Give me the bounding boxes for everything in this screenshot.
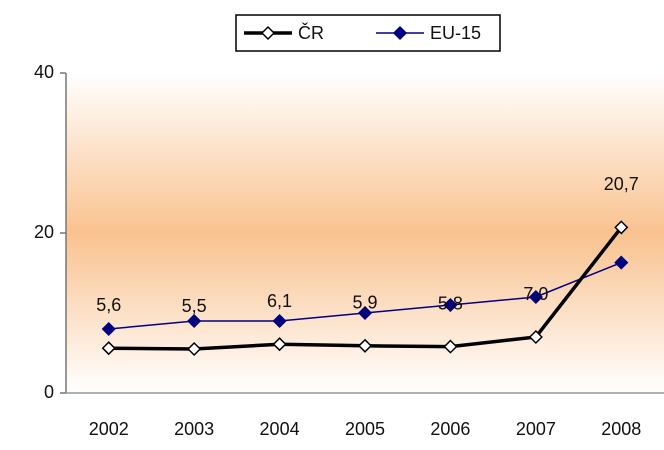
point-marker	[272, 337, 287, 352]
x-tick-label: 2007	[516, 419, 556, 439]
x-tick-label: 2004	[260, 419, 300, 439]
y-tick-label: 40	[34, 62, 54, 82]
point-marker	[357, 305, 373, 321]
legend-marker	[260, 25, 276, 41]
point-marker	[528, 289, 543, 305]
data-label: 6,1	[267, 291, 292, 311]
x-tick-label: 2008	[601, 419, 641, 439]
data-label: 5,5	[182, 296, 207, 316]
legend-label: EU-15	[430, 23, 481, 43]
legend-marker	[392, 25, 408, 41]
x-tick-label: 2005	[345, 419, 385, 439]
point-marker	[528, 329, 543, 345]
data-label: 7,0	[523, 284, 548, 304]
x-tick-label: 2006	[430, 419, 470, 439]
point-marker	[443, 297, 458, 313]
point-marker	[101, 341, 116, 356]
point-marker	[187, 313, 202, 329]
data-label: 20,7	[604, 174, 639, 194]
point-marker	[614, 255, 629, 270]
point-marker	[272, 313, 287, 329]
y-tick-label: 20	[34, 222, 54, 242]
point-marker	[443, 339, 458, 354]
x-tick-label: 2002	[89, 419, 129, 439]
point-marker	[357, 338, 373, 353]
point-marker	[187, 341, 202, 357]
point-marker	[101, 321, 116, 337]
data-label: 5,9	[352, 293, 377, 313]
y-tick-label: 0	[44, 382, 54, 402]
data-label: 5,8	[438, 293, 463, 313]
data-label: 5,6	[96, 295, 121, 315]
point-marker	[614, 220, 629, 235]
x-tick-label: 2003	[174, 419, 214, 439]
legend-label: ČR	[298, 22, 324, 43]
